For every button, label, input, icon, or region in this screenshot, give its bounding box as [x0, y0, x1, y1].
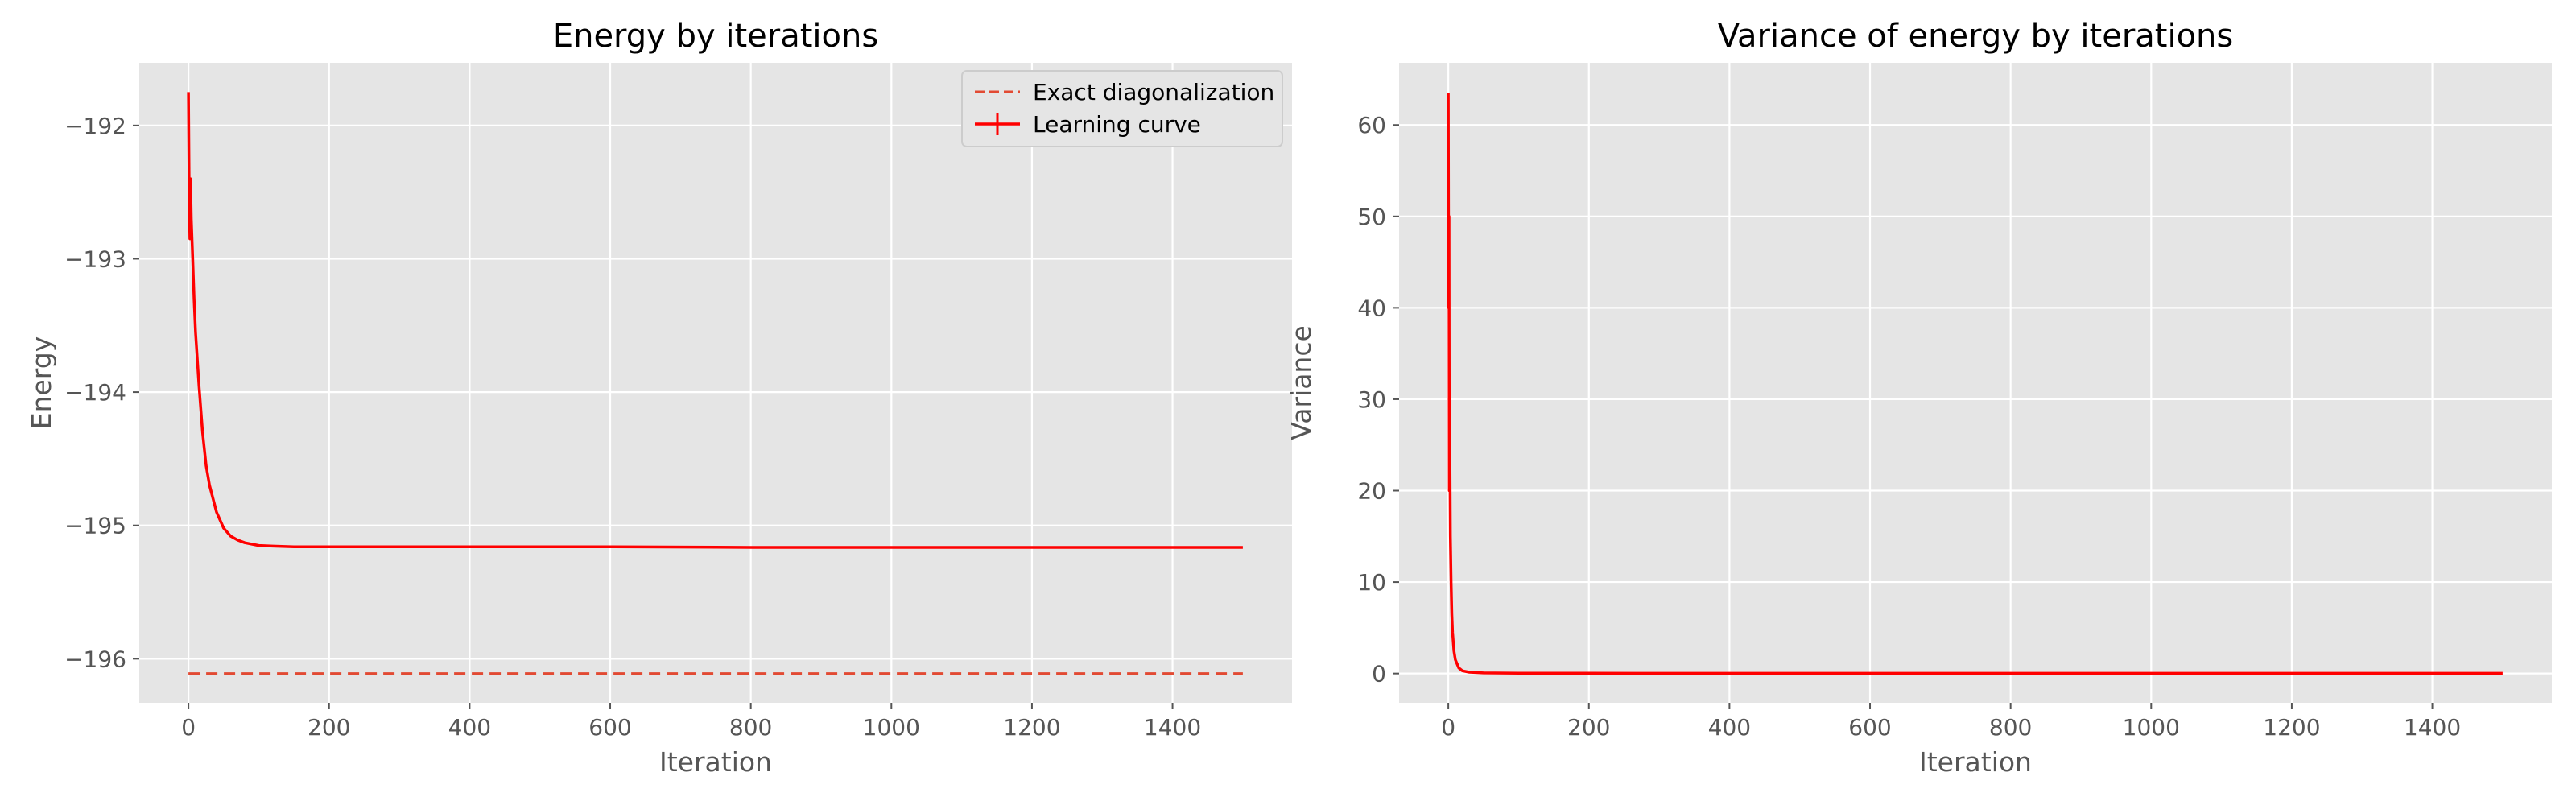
y-tick-label: 40 [1357, 295, 1386, 321]
y-tick-label: 60 [1357, 112, 1386, 138]
y-tick-label: 0 [1372, 661, 1386, 687]
legend-label: Exact diagonalization [1033, 79, 1274, 105]
x-tick-label: 1400 [1144, 714, 1201, 741]
y-tick-label: −194 [64, 379, 126, 406]
variance-chart-panel: 0 200 400 600 800 1000 1200 1400 0 10 20 30 40 50 60 Va… [1286, 18, 2552, 778]
x-axis-title: Iteration [659, 746, 772, 778]
legend-label: Learning curve [1033, 111, 1201, 138]
legend: Exact diagonalization Learning curve [961, 70, 1283, 147]
series-line [187, 92, 1243, 549]
x-tick-label: 1000 [863, 714, 920, 741]
x-tick-label: 1400 [2404, 714, 2461, 741]
x-tick-label: 200 [1567, 714, 1610, 741]
x-tick-label: 200 [308, 714, 350, 741]
x-tick-label: 600 [1848, 714, 1891, 741]
y-tick-label: −193 [64, 246, 126, 272]
plot-area [1399, 63, 2552, 703]
y-tick-label: 20 [1357, 478, 1386, 505]
series-line [1447, 93, 2503, 675]
x-axis-title: Iteration [1919, 746, 2032, 778]
y-tick-label: 10 [1357, 569, 1386, 596]
y-tick-label: 50 [1357, 204, 1386, 230]
chart-title: Variance of energy by iterations [1718, 18, 2233, 55]
y-tick-label: −195 [64, 513, 126, 539]
chart-title: Energy by iterations [553, 18, 878, 55]
x-tick-label: 400 [448, 714, 491, 741]
x-tick-label: 1200 [1003, 714, 1060, 741]
x-tick-label: 800 [729, 714, 772, 741]
x-tick-label: 0 [181, 714, 196, 741]
plot-area [139, 63, 1292, 703]
x-tick-label: 800 [1989, 714, 2032, 741]
y-tick-label: 30 [1357, 386, 1386, 413]
legend-box [961, 70, 1283, 147]
y-tick-label: −196 [64, 646, 126, 672]
y-axis-title: Energy [26, 336, 57, 430]
y-axis-title: Variance [1286, 325, 1317, 440]
x-tick-label: 400 [1708, 714, 1751, 741]
x-tick-label: 1200 [2263, 714, 2320, 741]
x-tick-label: 0 [1441, 714, 1455, 741]
x-tick-label: 1000 [2123, 714, 2180, 741]
x-tick-label: 600 [588, 714, 631, 741]
energy-chart-panel: 0 200 400 600 800 1000 1200 1400 −196 −195 −194 −19… [26, 18, 1292, 778]
y-tick-label: −192 [64, 113, 126, 139]
